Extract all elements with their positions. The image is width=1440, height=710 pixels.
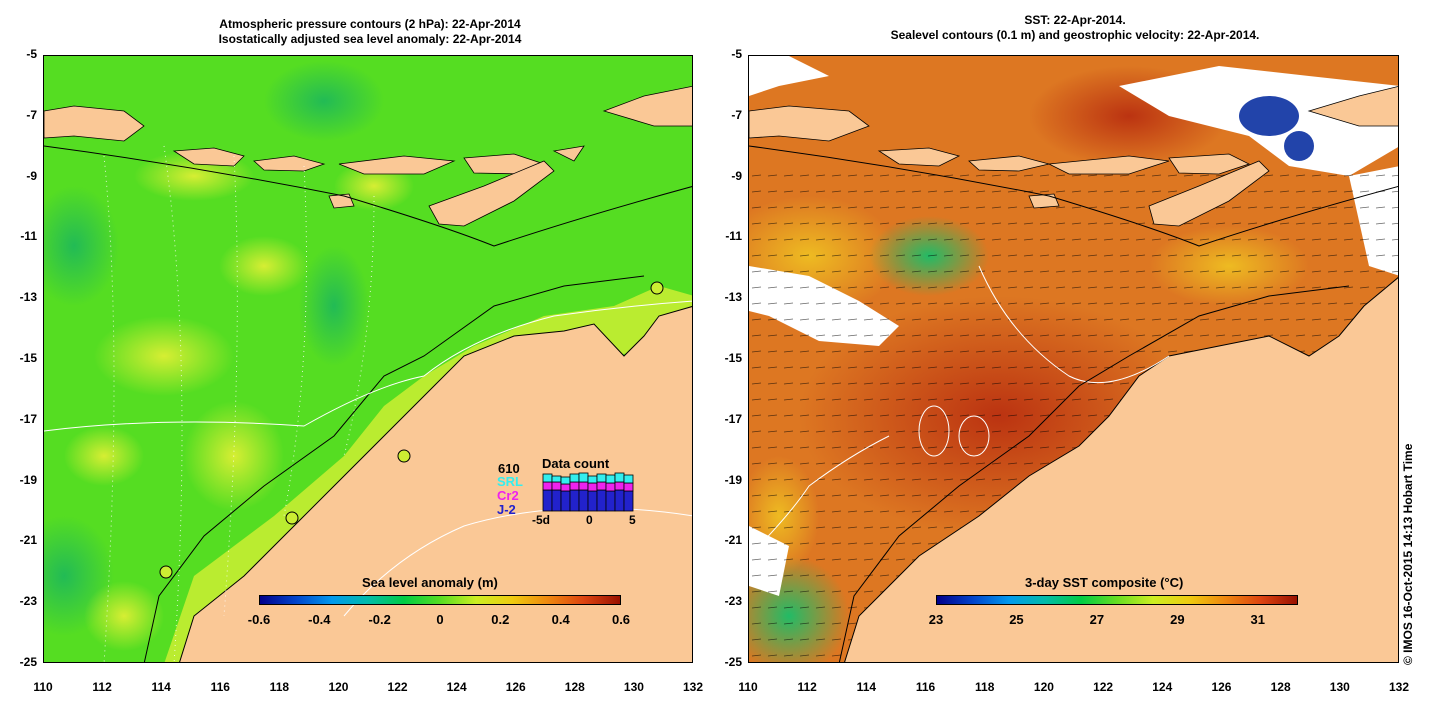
right-x-tick: 118	[975, 680, 995, 694]
left-x-tick: 124	[446, 680, 467, 694]
sst-colorbar	[936, 595, 1298, 605]
sla-colorbar-tick: 0.4	[551, 612, 570, 627]
sla-colorbar-tick: 0.2	[491, 612, 510, 627]
right-x-tick: 120	[1033, 680, 1054, 694]
sst-map	[749, 56, 1398, 662]
sla-colorbar-tick: -0.6	[247, 612, 271, 627]
australia-landmass	[179, 306, 692, 662]
right-x-tick: 116	[915, 680, 936, 694]
left-x-tick: 130	[623, 680, 644, 694]
left-y-tick: -21	[19, 533, 37, 548]
copyright-notice: © IMOS 16-Oct-2015 14:13 Hobart Time	[1401, 443, 1415, 665]
tide-gauge-markers	[159, 281, 664, 579]
left-title: Atmospheric pressure contours (2 hPa): 2…	[160, 17, 580, 47]
sst-sealevel-contours	[749, 265, 1170, 557]
left-x-tick: 110	[33, 680, 53, 694]
sla-colorbar-tick: 0	[436, 612, 444, 627]
left-x-tick: 118	[269, 680, 290, 694]
right-x-tick: 112	[797, 680, 817, 694]
left-y-tick: -17	[19, 411, 37, 426]
right-x-tick: 126	[1211, 680, 1232, 694]
left-x-tick: 128	[564, 680, 585, 694]
right-title-line1: SST: 22-Apr-2014.	[1024, 13, 1126, 27]
right-y-tick: -23	[724, 594, 742, 609]
right-x-tick: 110	[738, 680, 758, 694]
right-y-tick: -9	[731, 168, 742, 183]
left-y-tick: -19	[19, 472, 37, 487]
left-y-tick: -9	[26, 168, 37, 183]
left-x-tick: 126	[505, 680, 526, 694]
right-x-tick: 130	[1329, 680, 1350, 694]
sst-colorbar-tick: 23	[928, 612, 944, 627]
sla-map	[44, 56, 692, 662]
sla-colorbar-title: Sea level anomaly (m)	[362, 575, 498, 590]
sst-indonesian-islands	[749, 86, 1398, 227]
right-y-tick: -5	[731, 47, 742, 61]
right-x-tick: 124	[1152, 680, 1173, 694]
right-title-line2: Sealevel contours (0.1 m) and geostrophi…	[890, 28, 1260, 42]
histogram-label-end: 5	[629, 513, 636, 527]
sst-colorbar-tick: 27	[1089, 612, 1105, 627]
right-y-tick: -7	[731, 107, 742, 122]
shelf-contours	[44, 145, 692, 662]
sst-colorbar-tick: 25	[1009, 612, 1024, 627]
data-count-total: 610	[498, 461, 520, 476]
left-title-line2: Isostatically adjusted sea level anomaly…	[218, 32, 522, 46]
left-y-tick: -15	[19, 351, 37, 365]
sst-colorbar-tick: 29	[1170, 612, 1185, 627]
sat-label-srl: SRL	[497, 474, 523, 489]
right-y-tick: -13	[724, 290, 742, 305]
histogram-label-start: -5d	[532, 513, 550, 527]
right-title: SST: 22-Apr-2014. Sealevel contours (0.1…	[830, 13, 1320, 43]
sst-map-panel	[748, 55, 1399, 663]
sla-colorbar-tick: 0.6	[611, 612, 631, 627]
left-x-tick: 132	[682, 680, 704, 694]
sst-colorbar-tick: 31	[1250, 612, 1265, 627]
right-x-tick: 128	[1270, 680, 1291, 694]
left-x-tick: 120	[328, 680, 349, 694]
histogram-label-mid: 0	[586, 513, 593, 527]
indonesian-islands	[44, 85, 692, 227]
left-x-tick: 122	[387, 680, 408, 694]
sat-label-j2: J-2	[497, 502, 516, 517]
sst-colorbar-title: 3-day SST composite (°C)	[1025, 575, 1184, 590]
right-y-tick: -19	[724, 472, 742, 487]
right-y-tick: -21	[724, 533, 742, 548]
sla-colorbar	[259, 595, 621, 605]
right-x-tick: 114	[856, 680, 877, 694]
sst-shelf-contours	[749, 145, 1398, 662]
histogram-bars	[542, 472, 634, 512]
left-y-tick: -5	[26, 47, 37, 61]
right-y-tick: -17	[724, 411, 742, 426]
sla-map-panel	[43, 55, 693, 663]
sla-colorbar-tick: -0.2	[368, 612, 391, 627]
left-y-tick: -23	[19, 594, 37, 609]
left-title-line1: Atmospheric pressure contours (2 hPa): 2…	[219, 17, 521, 31]
left-y-tick: -25	[19, 655, 37, 669]
cold-patch	[1239, 96, 1314, 161]
sat-label-cr2: Cr2	[497, 488, 519, 503]
right-y-tick: -15	[724, 351, 742, 365]
right-y-tick: -11	[725, 229, 742, 244]
right-x-tick: 132	[1388, 680, 1410, 694]
left-y-tick: -11	[20, 229, 37, 244]
data-count-title: Data count	[542, 456, 610, 471]
pressure-contours	[103, 145, 375, 662]
data-count-histogram	[542, 472, 634, 512]
sla-colorbar-tick: -0.4	[308, 612, 331, 627]
left-x-tick: 112	[92, 680, 112, 694]
left-x-tick: 116	[210, 680, 230, 694]
right-y-tick: -25	[724, 655, 742, 669]
left-x-tick: 114	[151, 680, 171, 694]
left-y-tick: -13	[19, 290, 37, 305]
right-x-tick: 122	[1093, 680, 1114, 694]
left-y-tick: -7	[26, 107, 37, 122]
